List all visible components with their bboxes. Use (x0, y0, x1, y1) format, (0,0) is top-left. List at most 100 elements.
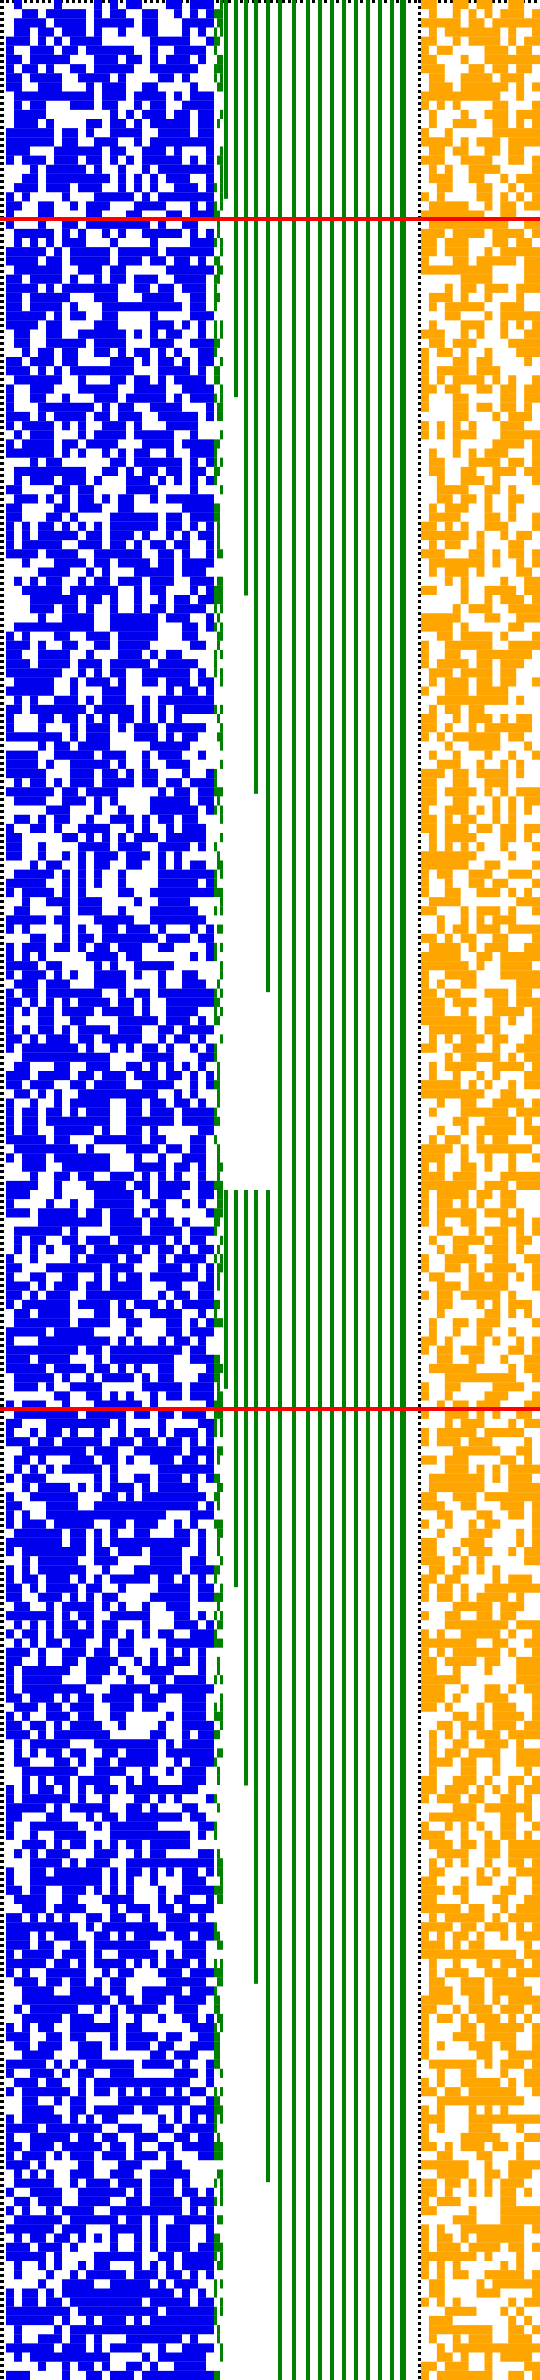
noise-row (428, 1107, 540, 1117)
green-bar-segment (292, 1718, 296, 1786)
green-edge-cell (220, 1693, 223, 1703)
green-edge-cell (217, 860, 220, 870)
noise-row (421, 91, 525, 101)
noise-row (6, 1135, 206, 1145)
green-edge-cell (217, 1748, 220, 1758)
green-bar-segment (292, 2049, 296, 2117)
green-bar-segment (354, 859, 358, 927)
noise-row (421, 393, 540, 403)
noise-row (22, 2013, 214, 2023)
green-edge-cell (217, 1144, 220, 1154)
green-bar-segment (292, 1256, 296, 1323)
noise-row (452, 411, 533, 422)
green-bar-segment (354, 528, 358, 596)
green-bar-segment (318, 1057, 322, 1125)
green-bar-segment (306, 595, 310, 662)
green-staircase-bars (214, 0, 406, 2380)
green-edge-cell (214, 1254, 217, 1264)
noise-row (444, 311, 540, 321)
noise-row (22, 173, 214, 184)
noise-row (14, 1620, 214, 1630)
green-edge-cell (214, 1574, 217, 1584)
green-staircase-panel (214, 0, 406, 2380)
noise-row (14, 238, 214, 248)
green-bar-segment (278, 396, 282, 464)
noise-row (428, 1913, 540, 1923)
noise-row (421, 659, 525, 669)
green-edge-cell (214, 778, 217, 788)
green-edge-cell (217, 1858, 220, 1868)
green-edge-cell (217, 402, 220, 412)
green-edge-cell (220, 457, 223, 467)
green-bar-segment (378, 1917, 382, 1984)
noise-row (421, 0, 525, 10)
green-bar-segment (244, 1454, 248, 1522)
green-bar-segment (390, 727, 394, 794)
green-edge-cell (217, 997, 220, 1007)
green-edge-cell (220, 897, 223, 907)
green-bar-segment (400, 2181, 406, 2249)
green-bar-segment (254, 1388, 258, 1455)
noise-row (436, 2169, 533, 2179)
green-bar-segment (292, 2313, 296, 2380)
green-edge-cell (220, 814, 223, 824)
noise-row (421, 1830, 533, 1840)
green-edge-cell (214, 1135, 217, 1145)
noise-row (444, 1620, 540, 1630)
green-bar-segment (306, 1917, 310, 1984)
green-bar-segment (234, 330, 238, 398)
noise-row (14, 2215, 214, 2225)
noise-row (6, 2123, 214, 2133)
green-edge-cell (214, 2306, 217, 2316)
green-bar-segment (354, 330, 358, 398)
noise-row (421, 961, 533, 971)
green-bar-segment (278, 1983, 282, 2050)
noise-row (436, 1244, 525, 1255)
noise-row (428, 2334, 533, 2344)
noise-row (14, 1318, 214, 1328)
noise-row (22, 1446, 214, 1456)
noise-row (6, 1071, 214, 1081)
green-bar-segment (366, 1851, 370, 1918)
green-edge-cell (217, 1940, 220, 1950)
noise-row (6, 45, 206, 55)
green-bar-segment (342, 1718, 346, 1786)
noise-row (6, 1034, 206, 1044)
green-bar-segment (278, 1123, 282, 1191)
noise-row (14, 1739, 214, 1749)
green-bar-segment (342, 198, 346, 265)
green-edge-cell (214, 1180, 217, 1190)
green-edge-cell (214, 2233, 217, 2243)
noise-row (436, 1226, 540, 1236)
green-bar-segment (306, 1057, 310, 1125)
green-edge-cell (220, 942, 223, 952)
green-edge-cell (217, 1482, 220, 1493)
green-bar-segment (278, 0, 282, 67)
noise-row (421, 36, 540, 46)
noise-row (30, 457, 214, 467)
noise-row (421, 2032, 540, 2042)
green-bar-segment (400, 1586, 406, 1654)
green-bar-segment (292, 1388, 296, 1455)
green-edge-cell (220, 1876, 223, 1886)
noise-row (421, 851, 517, 861)
noise-row (6, 2059, 214, 2069)
noise-row (6, 1437, 214, 1447)
green-edge-cell (217, 540, 220, 550)
noise-row (14, 1373, 214, 1383)
noise-row (421, 723, 533, 733)
noise-row (421, 796, 540, 806)
green-bar-segment (342, 132, 346, 199)
green-bar-segment (330, 1983, 334, 2050)
green-bar-segment (306, 991, 310, 1059)
green-bar-segment (342, 66, 346, 133)
green-bar-segment (378, 132, 382, 199)
green-edge-cell (220, 1318, 223, 1328)
noise-row (14, 1894, 214, 1904)
green-bar-segment (330, 1123, 334, 1191)
green-bar-segment (292, 264, 296, 332)
noise-row (428, 512, 540, 522)
noise-row (421, 1894, 540, 1904)
green-edge-cell (214, 2151, 217, 2161)
noise-row (6, 723, 206, 733)
